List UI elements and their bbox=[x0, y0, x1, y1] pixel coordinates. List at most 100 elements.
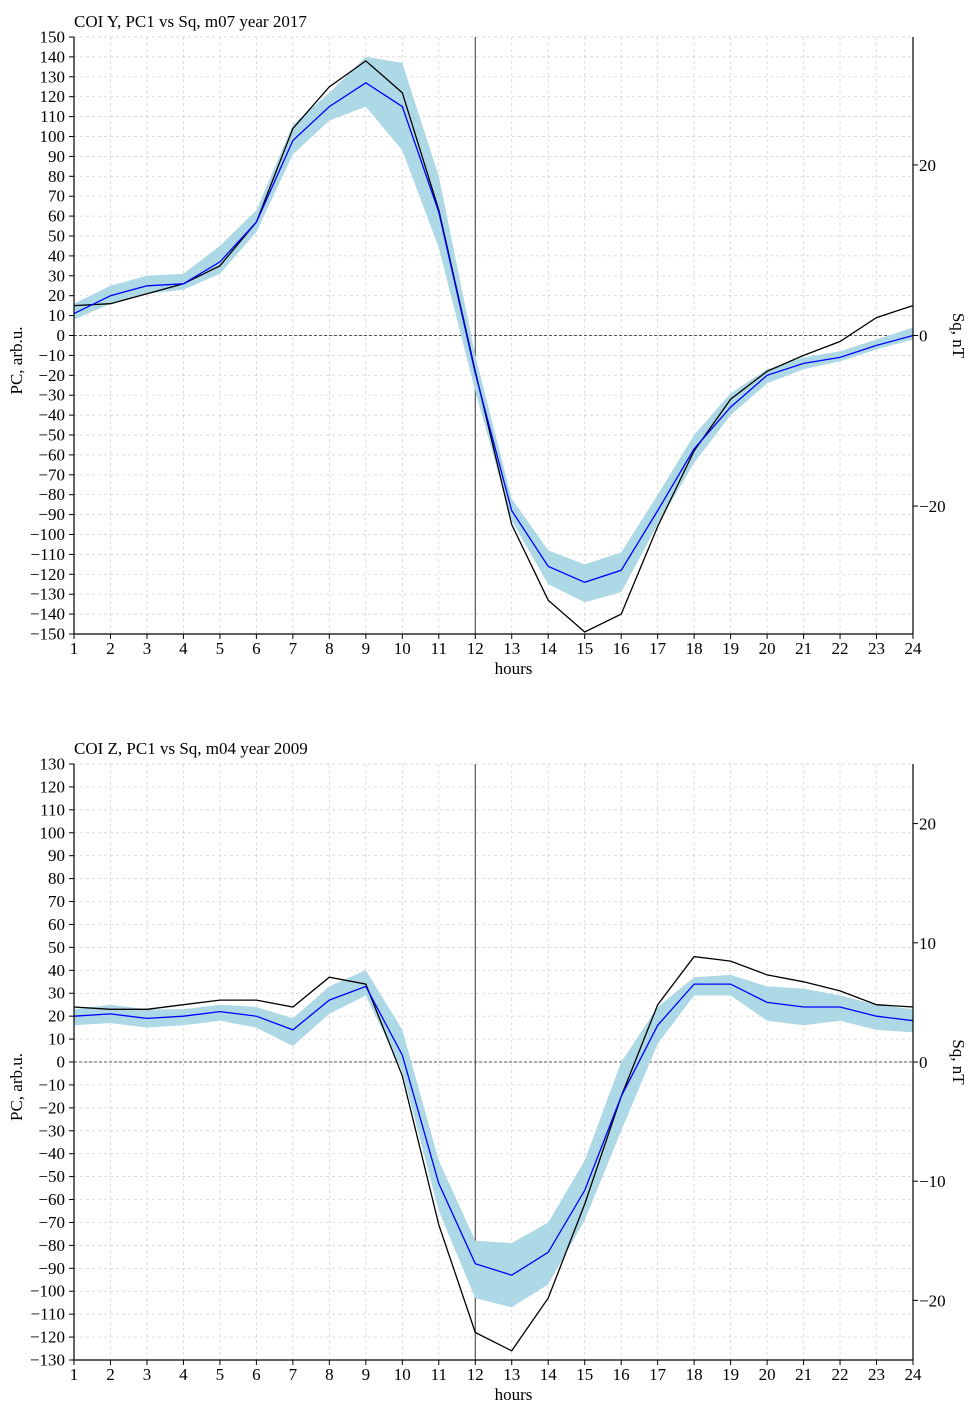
y2-tick-label: 10 bbox=[919, 934, 936, 953]
y-tick-label: −130 bbox=[30, 585, 65, 604]
y-tick-label: 110 bbox=[40, 107, 65, 126]
x-tick-label: 7 bbox=[289, 1365, 298, 1384]
x-tick-label: 20 bbox=[759, 639, 776, 658]
x-tick-label: 2 bbox=[106, 1365, 115, 1384]
y-tick-label: −50 bbox=[38, 1167, 65, 1186]
y-axis-label: PC, arb.u. bbox=[7, 1053, 26, 1121]
x-tick-label: 24 bbox=[905, 639, 923, 658]
x-axis-label: hours bbox=[495, 1385, 533, 1401]
x-tick-label: 8 bbox=[325, 1365, 334, 1384]
x-tick-label: 11 bbox=[431, 1365, 447, 1384]
y2-tick-label: 0 bbox=[919, 1053, 928, 1072]
x-tick-label: 19 bbox=[722, 639, 739, 658]
y-tick-label: −40 bbox=[38, 406, 65, 425]
x-tick-label: 14 bbox=[540, 1365, 558, 1384]
y-tick-label: 0 bbox=[57, 1053, 66, 1072]
y-tick-label: 50 bbox=[48, 938, 65, 957]
y-tick-label: −110 bbox=[31, 545, 65, 564]
y-tick-label: −30 bbox=[38, 386, 65, 405]
x-tick-label: 12 bbox=[467, 639, 484, 658]
y-tick-label: 10 bbox=[48, 306, 65, 325]
x-tick-label: 4 bbox=[179, 1365, 188, 1384]
x-tick-label: 18 bbox=[686, 1365, 703, 1384]
y2-tick-label: −20 bbox=[919, 497, 946, 516]
x-tick-label: 10 bbox=[394, 1365, 411, 1384]
x-tick-label: 21 bbox=[795, 1365, 812, 1384]
pc-confidence-band bbox=[74, 56, 913, 603]
y-tick-label: −130 bbox=[30, 1351, 65, 1370]
y-tick-label: −80 bbox=[38, 1236, 65, 1255]
y-tick-label: 110 bbox=[40, 800, 65, 819]
y-tick-label: −60 bbox=[38, 445, 65, 464]
y-tick-label: 60 bbox=[48, 915, 65, 934]
y-tick-label: 100 bbox=[40, 127, 66, 146]
y2-tick-label: −20 bbox=[919, 1291, 946, 1310]
y-tick-label: 100 bbox=[40, 823, 66, 842]
y-tick-label: −10 bbox=[38, 346, 65, 365]
y-tick-label: 60 bbox=[48, 207, 65, 226]
y-tick-label: −100 bbox=[30, 525, 65, 544]
x-tick-label: 16 bbox=[613, 1365, 630, 1384]
y-tick-label: −90 bbox=[38, 505, 65, 524]
y-tick-label: −140 bbox=[30, 605, 65, 624]
y-tick-label: 20 bbox=[48, 1007, 65, 1026]
x-axis-label: hours bbox=[495, 659, 533, 678]
x-tick-label: 3 bbox=[143, 639, 152, 658]
x-tick-label: 2 bbox=[106, 639, 115, 658]
y-tick-label: −40 bbox=[38, 1144, 65, 1163]
x-tick-label: 8 bbox=[325, 639, 334, 658]
y-tick-label: 50 bbox=[48, 227, 65, 246]
x-tick-label: 13 bbox=[503, 639, 520, 658]
y-tick-label: −50 bbox=[38, 426, 65, 445]
x-tick-label: 5 bbox=[216, 1365, 225, 1384]
y-tick-label: −150 bbox=[30, 625, 65, 644]
y-tick-label: −20 bbox=[38, 1098, 65, 1117]
x-tick-label: 9 bbox=[362, 1365, 371, 1384]
pc-line bbox=[73, 82, 914, 583]
y-tick-label: −110 bbox=[31, 1305, 65, 1324]
y2-tick-label: 0 bbox=[919, 327, 928, 346]
x-tick-label: 18 bbox=[686, 639, 703, 658]
y-axis-label: PC, arb.u. bbox=[7, 327, 26, 395]
y-tick-label: 70 bbox=[48, 892, 65, 911]
x-tick-label: 16 bbox=[613, 639, 630, 658]
y-tick-label: −20 bbox=[38, 366, 65, 385]
y-tick-label: −90 bbox=[38, 1259, 65, 1278]
y-tick-label: 130 bbox=[40, 755, 66, 774]
x-tick-label: 6 bbox=[252, 1365, 261, 1384]
x-tick-label: 22 bbox=[832, 1365, 849, 1384]
x-tick-label: 1 bbox=[70, 1365, 79, 1384]
y-tick-label: 10 bbox=[48, 1030, 65, 1049]
y-tick-label: −100 bbox=[30, 1282, 65, 1301]
x-tick-label: 15 bbox=[576, 639, 593, 658]
chart-title: COI Y, PC1 vs Sq, m07 year 2017 bbox=[74, 12, 307, 31]
x-tick-label: 9 bbox=[362, 639, 371, 658]
y2-axis-label: Sq, nT bbox=[949, 1039, 968, 1085]
x-tick-label: 14 bbox=[540, 639, 558, 658]
y-tick-label: 80 bbox=[48, 869, 65, 888]
x-tick-label: 21 bbox=[795, 639, 812, 658]
pc-confidence-band bbox=[74, 970, 913, 1308]
y-tick-label: 90 bbox=[48, 147, 65, 166]
y2-tick-label: 20 bbox=[919, 815, 936, 834]
x-tick-label: 3 bbox=[143, 1365, 152, 1384]
y-tick-label: −80 bbox=[38, 485, 65, 504]
y-tick-label: 120 bbox=[40, 777, 66, 796]
x-tick-label: 11 bbox=[431, 639, 447, 658]
y-tick-label: 30 bbox=[48, 984, 65, 1003]
y-tick-label: 40 bbox=[48, 961, 65, 980]
pc-line bbox=[73, 983, 914, 1276]
y-tick-label: −70 bbox=[38, 1213, 65, 1232]
x-tick-label: 10 bbox=[394, 639, 411, 658]
chart-panel-2: 1 2 3 4 5 6 7 8 9 10 11 12 13 14 15 16 17 18 19 20 21 22 23 241… bbox=[7, 739, 968, 1401]
sq-line bbox=[73, 955, 914, 1352]
y-tick-label: 30 bbox=[48, 266, 65, 285]
x-tick-label: 13 bbox=[503, 1365, 520, 1384]
x-tick-label: 12 bbox=[467, 1365, 484, 1384]
x-tick-label: 17 bbox=[649, 639, 667, 658]
y-tick-label: −60 bbox=[38, 1190, 65, 1209]
y-tick-label: 0 bbox=[57, 326, 66, 345]
y-tick-label: 90 bbox=[48, 846, 65, 865]
x-tick-label: 17 bbox=[649, 1365, 667, 1384]
y-tick-label: −30 bbox=[38, 1121, 65, 1140]
